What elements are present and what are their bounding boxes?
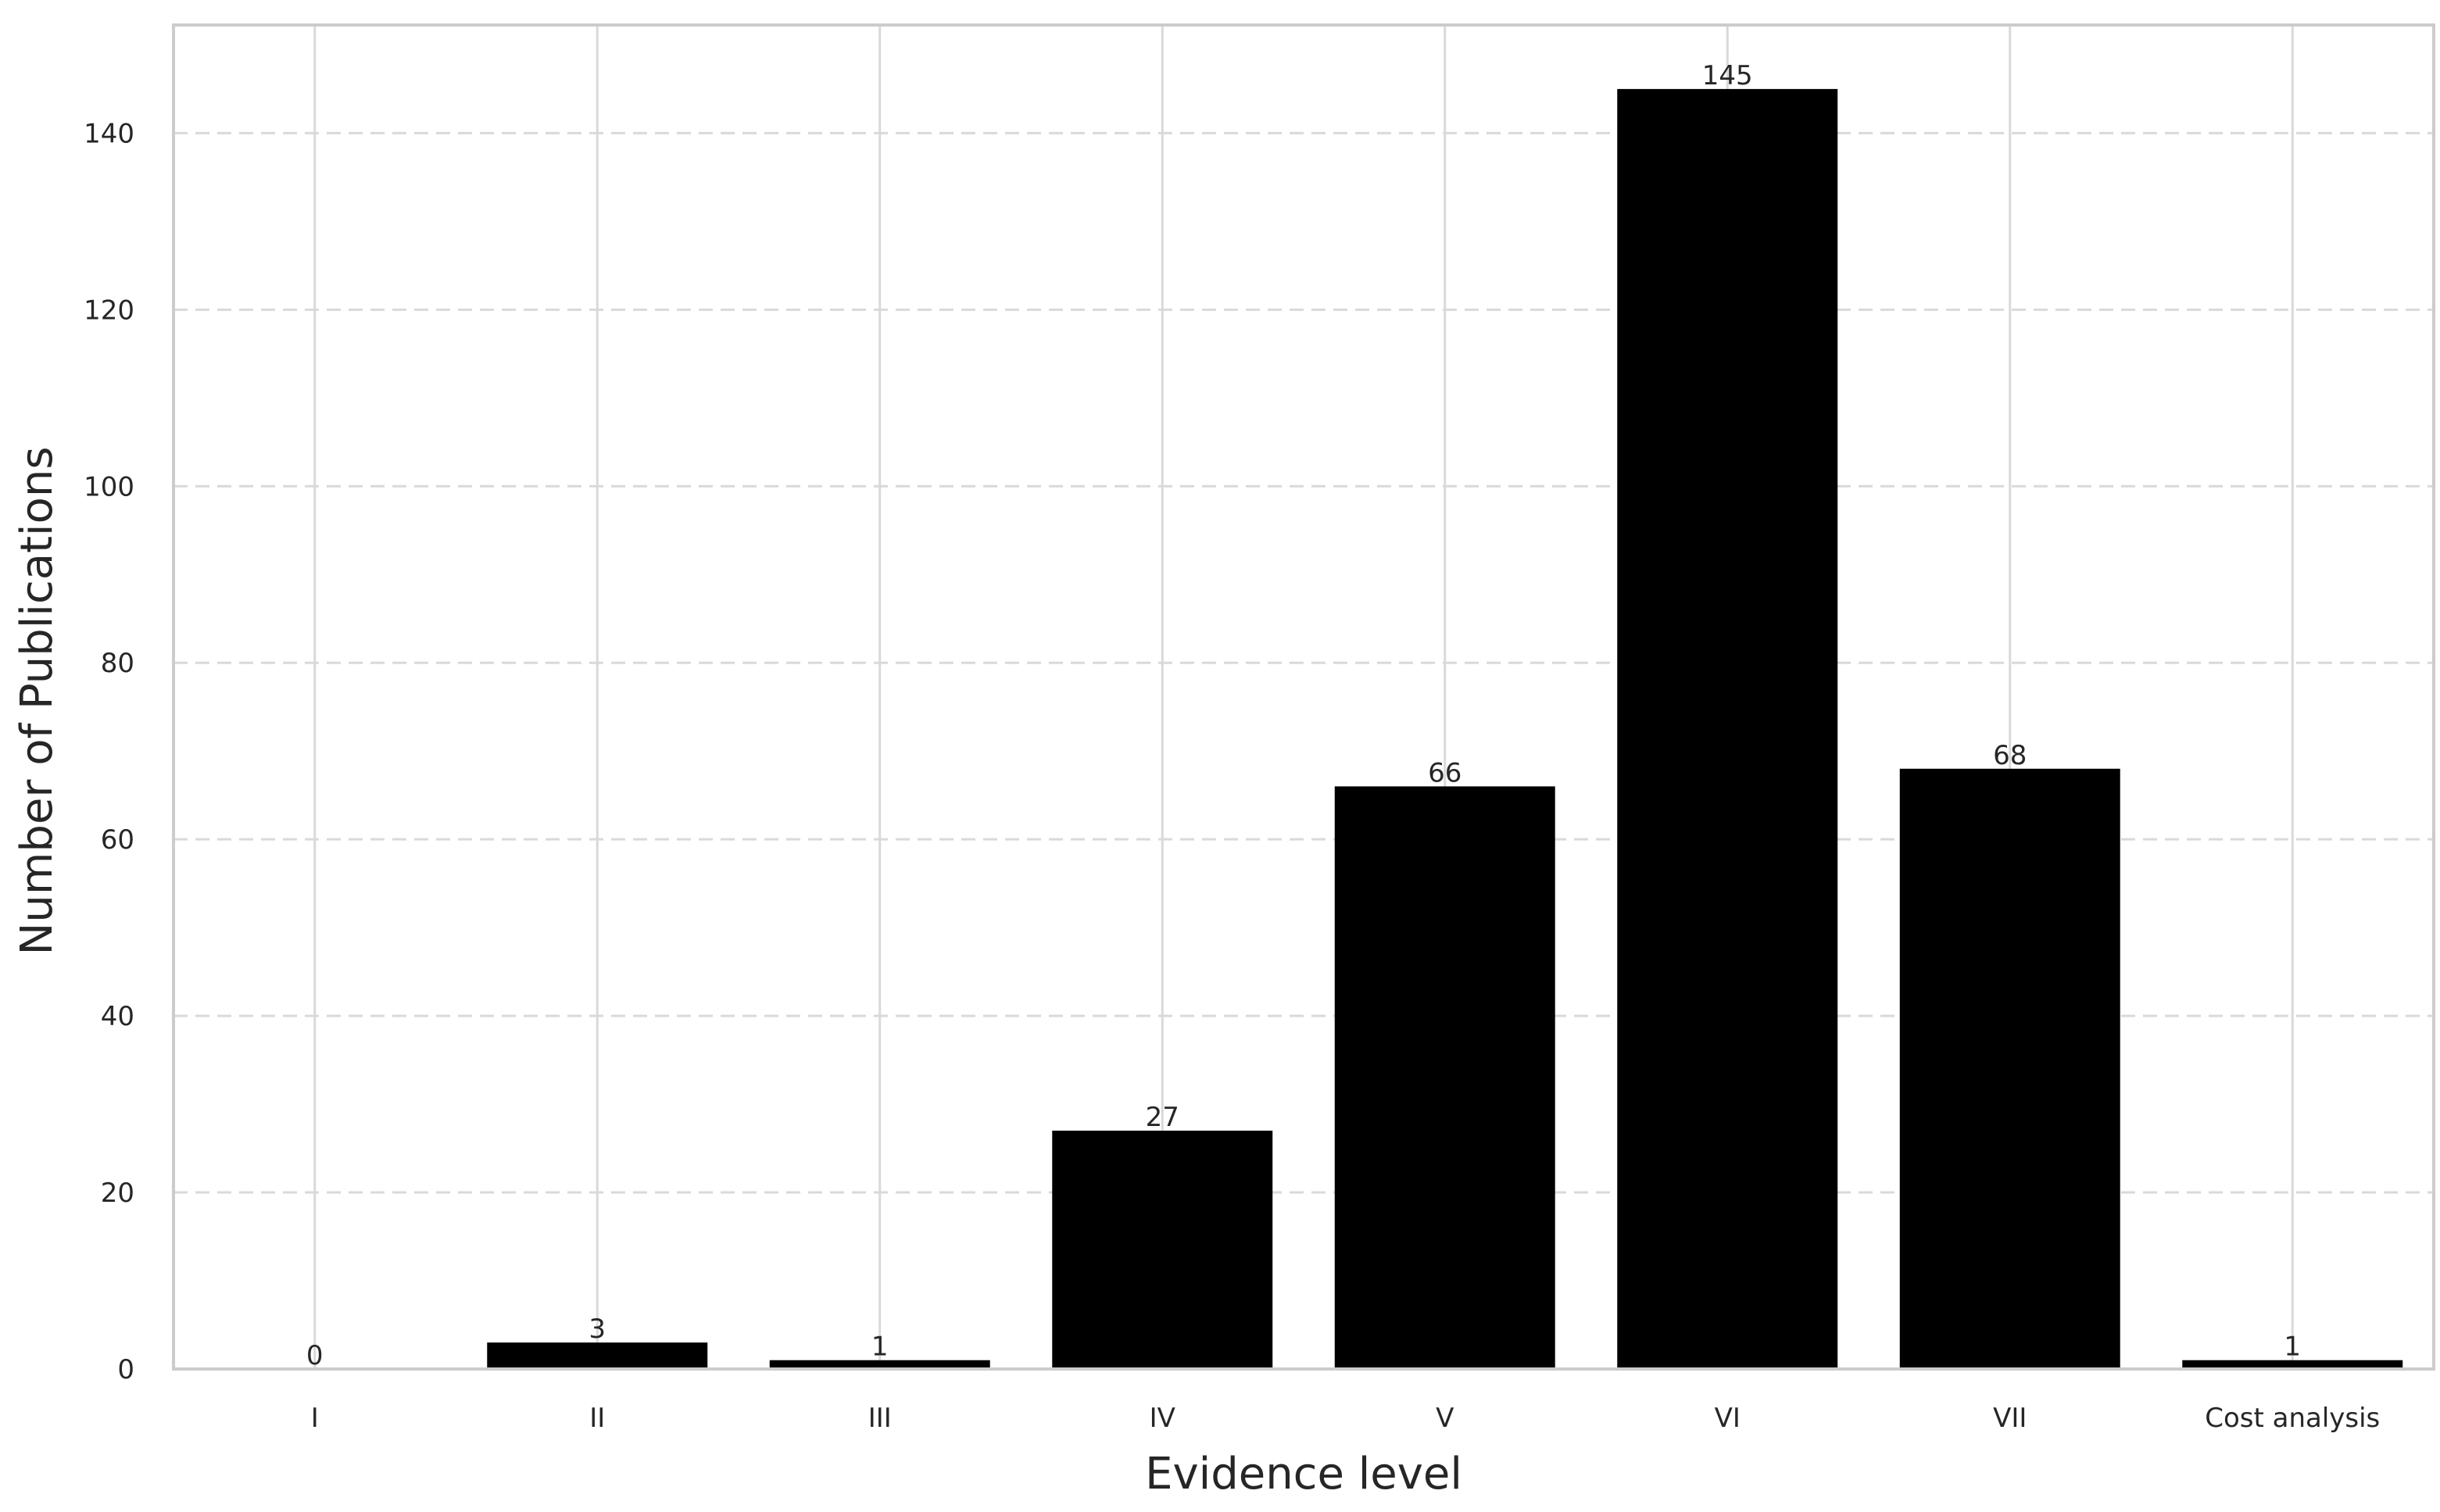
bar-value-label: 1 — [2284, 1331, 2301, 1363]
y-tick-label: 120 — [84, 295, 134, 326]
x-tick-label: I — [311, 1403, 319, 1434]
y-tick-label: 100 — [84, 471, 134, 502]
bar — [1334, 786, 1555, 1369]
x-tick-label: V — [1436, 1403, 1454, 1434]
x-tick-label: VII — [1993, 1403, 2027, 1434]
plot-frame — [172, 23, 2435, 1371]
x-tick-label: VI — [1715, 1403, 1741, 1434]
bar-value-label: 0 — [306, 1340, 324, 1371]
bar — [1899, 768, 2120, 1369]
y-tick-label: 20 — [101, 1178, 134, 1209]
x-tick-label: II — [589, 1403, 605, 1434]
x-tick-label: IV — [1150, 1403, 1175, 1434]
bar — [487, 1342, 708, 1369]
x-tick-label: III — [868, 1403, 892, 1434]
y-tick-label: 0 — [117, 1354, 134, 1385]
bar — [1617, 88, 1838, 1369]
bar-value-label: 68 — [1993, 740, 2027, 771]
y-tick-label: 140 — [84, 118, 134, 149]
bar-value-label: 66 — [1428, 757, 1461, 788]
tick-layer: I II III IV V VI VII Cost analysis0204060801001… — [84, 118, 2380, 1434]
y-tick-label: 40 — [101, 1001, 134, 1032]
bar-layer — [487, 88, 2403, 1369]
bar-value-label: 3 — [589, 1314, 606, 1345]
y-tick-label: 80 — [101, 648, 134, 679]
x-tick-label: Cost analysis — [2205, 1403, 2380, 1434]
bar-value-label: 1 — [871, 1331, 889, 1363]
bar-value-label: 27 — [1146, 1102, 1179, 1133]
x-axis-title: Evidence level — [1145, 1449, 1462, 1499]
bar — [769, 1360, 990, 1369]
bar — [2182, 1360, 2403, 1369]
label-layer: 0 3 1 27 66 145 68 1 — [306, 60, 2301, 1371]
y-tick-label: 60 — [101, 824, 134, 856]
y-axis-title: Number of Publications — [12, 446, 63, 955]
bar-value-label: 145 — [1702, 60, 1753, 91]
bar — [1052, 1130, 1273, 1369]
